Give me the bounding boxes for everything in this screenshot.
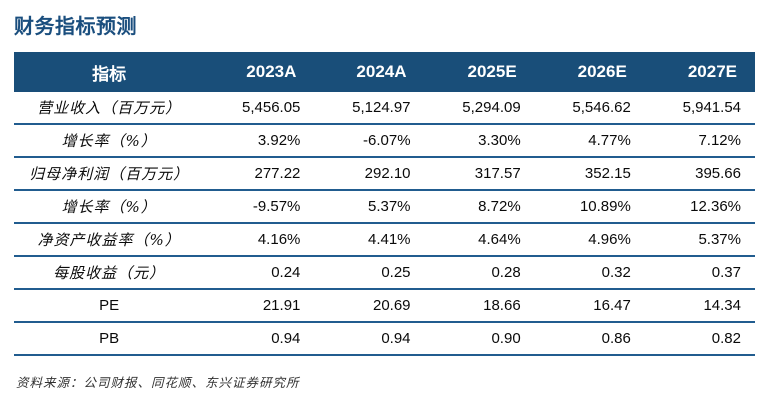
data-cell: 4.64% — [424, 223, 535, 257]
table-row: 每股收益（元） 0.24 0.25 0.28 0.32 0.37 — [14, 256, 755, 290]
data-cell: 4.41% — [314, 223, 425, 257]
data-cell: 8.72% — [424, 190, 535, 224]
data-cell: 5,124.97 — [314, 92, 425, 125]
data-cell: 20.69 — [314, 289, 425, 323]
table-row: 归母净利润（百万元） 277.22 292.10 317.57 352.15 395.66 — [14, 157, 755, 191]
table-header: 指标 2023A 2024A 2025E 2026E 2027E — [14, 52, 755, 92]
data-cell: 14.34 — [644, 289, 755, 323]
data-cell: 5,456.05 — [204, 92, 315, 125]
row-label: 增长率（%） — [14, 190, 205, 224]
data-cell: 277.22 — [204, 157, 315, 191]
row-label: 归母净利润（百万元） — [14, 157, 205, 191]
data-cell: 0.94 — [314, 322, 425, 356]
data-cell: 5.37% — [644, 223, 755, 257]
data-cell: 0.25 — [314, 256, 425, 290]
data-cell: 352.15 — [534, 157, 645, 191]
row-label: 营业收入（百万元） — [14, 92, 205, 125]
data-cell: 0.28 — [424, 256, 535, 290]
data-cell: 0.94 — [204, 322, 315, 356]
table-row: PB 0.94 0.94 0.90 0.86 0.82 — [14, 322, 755, 356]
data-cell: 5,546.62 — [534, 92, 645, 125]
table-body: 营业收入（百万元） 5,456.05 5,124.97 5,294.09 5,546.6… — [14, 92, 755, 356]
table-row: 净资产收益率（%） 4.16% 4.41% 4.64% 4.96% 5.37% — [14, 223, 755, 257]
report-table-block: 财务指标预测 指标 2023A 2024A 2025E 2026E 2027E 营业收入（… — [14, 16, 755, 390]
table-row: 增长率（%） 3.92% -6.07% 3.30% 4.77% 7.12% — [14, 124, 755, 158]
header-cell-year: 2026E — [534, 52, 645, 92]
table-row: 增长率（%） -9.57% 5.37% 8.72% 10.89% 12.36% — [14, 190, 755, 224]
data-cell: 395.66 — [644, 157, 755, 191]
row-label: 增长率（%） — [14, 124, 205, 158]
row-label: 每股收益（元） — [14, 256, 205, 290]
data-cell: 3.92% — [204, 124, 315, 158]
header-cell-indicator: 指标 — [14, 52, 205, 92]
data-cell: 12.36% — [644, 190, 755, 224]
data-cell: -9.57% — [204, 190, 315, 224]
data-cell: 5.37% — [314, 190, 425, 224]
data-cell: 4.77% — [534, 124, 645, 158]
data-cell: 18.66 — [424, 289, 535, 323]
page-title: 财务指标预测 — [14, 16, 137, 38]
data-cell: 317.57 — [424, 157, 535, 191]
data-cell: 292.10 — [314, 157, 425, 191]
data-cell: 0.32 — [534, 256, 645, 290]
source-note: 资料来源：公司财报、同花顺、东兴证券研究所 — [16, 375, 300, 390]
data-cell: 5,294.09 — [424, 92, 535, 125]
financial-forecast-table: 指标 2023A 2024A 2025E 2026E 2027E 营业收入（百万元） 5,4… — [14, 52, 755, 356]
data-cell: 0.90 — [424, 322, 535, 356]
row-label: PE — [14, 289, 205, 323]
data-cell: 4.16% — [204, 223, 315, 257]
table-row: 营业收入（百万元） 5,456.05 5,124.97 5,294.09 5,546.6… — [14, 92, 755, 125]
data-cell: 3.30% — [424, 124, 535, 158]
data-cell: 21.91 — [204, 289, 315, 323]
data-cell: 10.89% — [534, 190, 645, 224]
data-cell: 7.12% — [644, 124, 755, 158]
data-cell: 5,941.54 — [644, 92, 755, 125]
data-cell: 0.82 — [644, 322, 755, 356]
data-cell: 4.96% — [534, 223, 645, 257]
header-cell-year: 2023A — [204, 52, 315, 92]
data-cell: 16.47 — [534, 289, 645, 323]
row-label: PB — [14, 322, 205, 356]
header-cell-year: 2025E — [424, 52, 535, 92]
data-cell: -6.07% — [314, 124, 425, 158]
header-cell-year: 2027E — [644, 52, 755, 92]
data-cell: 0.37 — [644, 256, 755, 290]
header-cell-year: 2024A — [314, 52, 425, 92]
data-cell: 0.24 — [204, 256, 315, 290]
data-cell: 0.86 — [534, 322, 645, 356]
row-label: 净资产收益率（%） — [14, 223, 205, 257]
table-row: PE 21.91 20.69 18.66 16.47 14.34 — [14, 289, 755, 323]
header-row: 指标 2023A 2024A 2025E 2026E 2027E — [14, 52, 755, 92]
